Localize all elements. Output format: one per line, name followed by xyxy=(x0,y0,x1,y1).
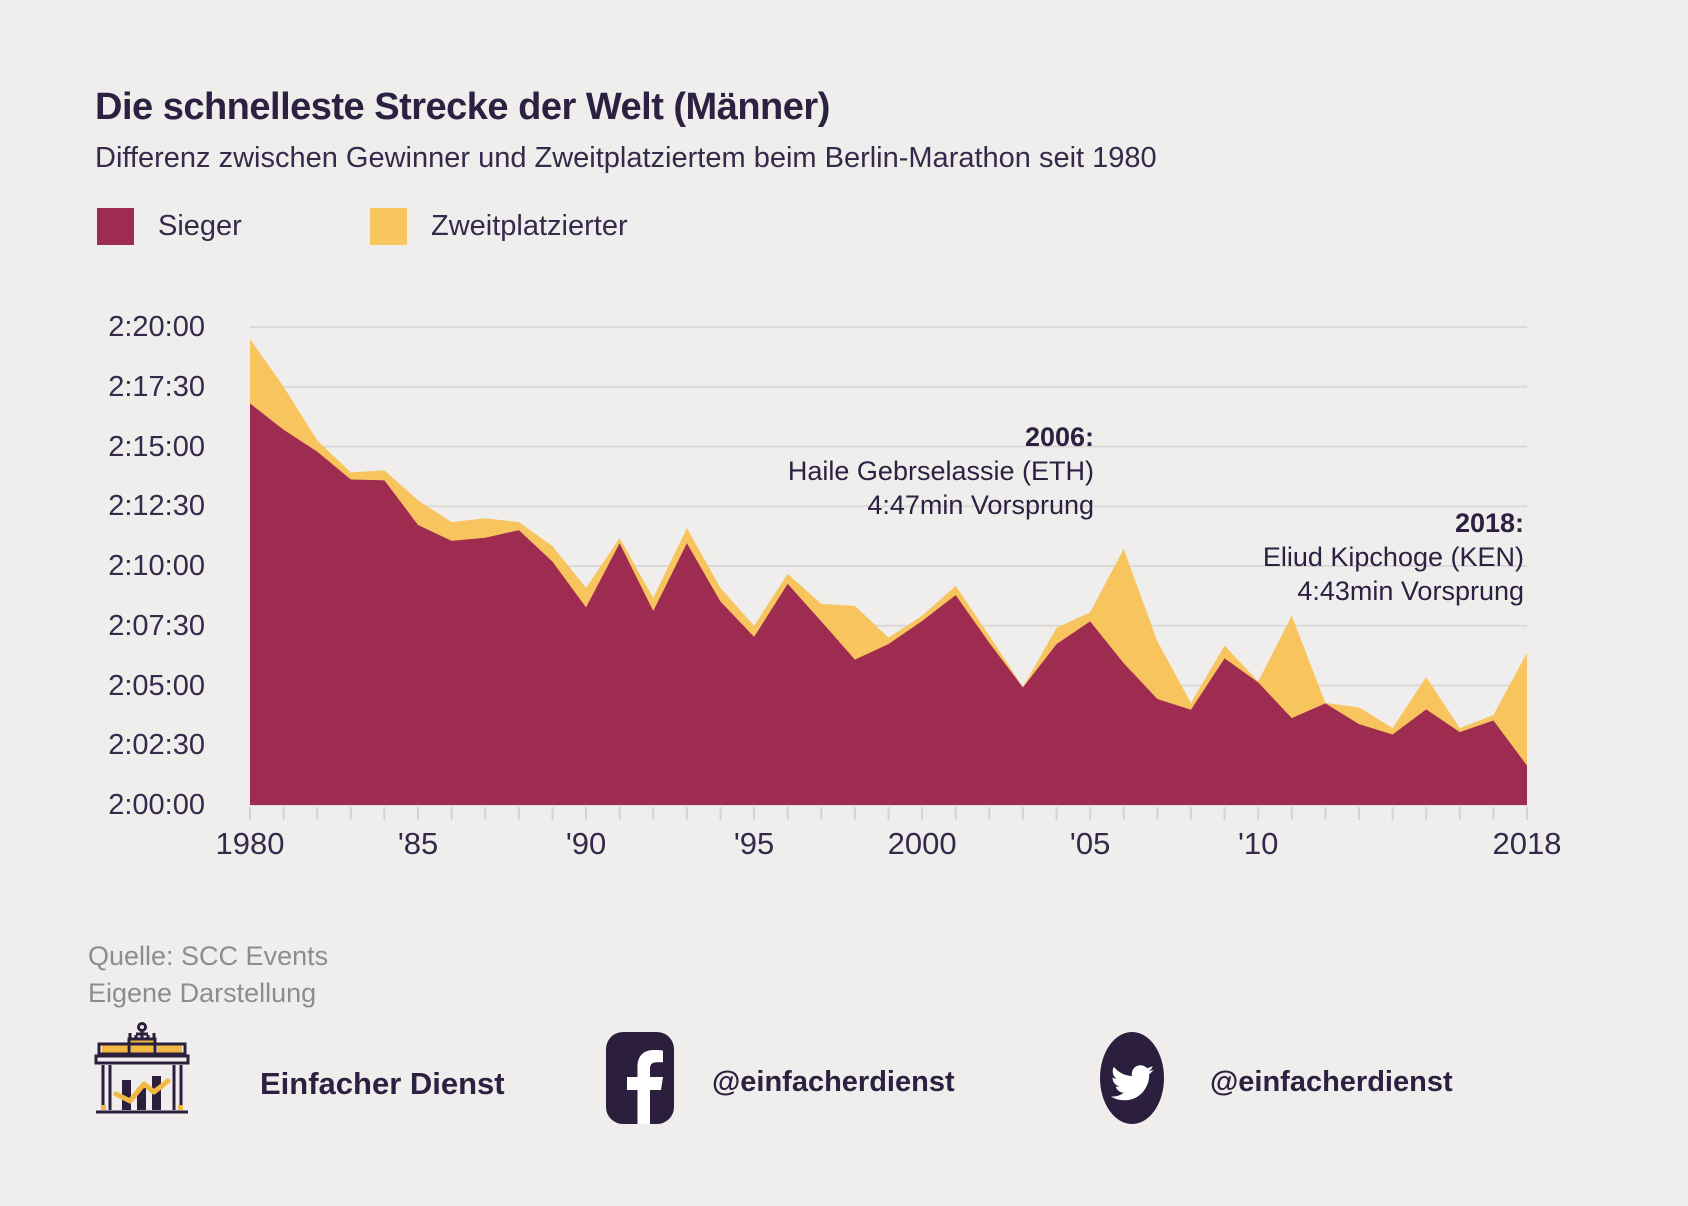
x-axis-label: '10 xyxy=(1237,826,1279,861)
x-axis-label: 2000 xyxy=(887,826,957,861)
y-axis-label: 2:02:30 xyxy=(108,729,205,762)
y-axis-label: 2:07:30 xyxy=(108,609,205,642)
source-note: Quelle: SCC Events Eigene Darstellung xyxy=(88,938,328,1012)
legend-swatch-zweitplatzierter xyxy=(370,208,407,245)
annotation-2018-gap: 4:43min Vorsprung xyxy=(1297,576,1524,606)
facebook-handle[interactable]: @einfacherdienst xyxy=(712,1066,955,1098)
twitter-icon[interactable] xyxy=(1100,1032,1164,1124)
x-axis-label: '95 xyxy=(733,826,775,861)
y-axis-label: 2:15:00 xyxy=(108,430,205,463)
y-axis-label: 2:12:30 xyxy=(108,490,205,523)
legend-item-sieger: Sieger xyxy=(97,208,242,245)
annotation-2018-athlete: Eliud Kipchoge (KEN) xyxy=(1262,542,1524,572)
annotation-2018: 2018: Eliud Kipchoge (KEN) 4:43min Vorsp… xyxy=(1263,506,1524,608)
legend-label-zweitplatzierter: Zweitplatzierter xyxy=(431,210,628,242)
area-sieger xyxy=(250,403,1527,805)
annotation-2006: 2006: Haile Gebrselassie (ETH) 4:47min V… xyxy=(788,420,1094,522)
x-axis-label: '05 xyxy=(1069,826,1111,861)
x-axis-label: '85 xyxy=(397,826,439,861)
x-axis-label: 2018 xyxy=(1492,826,1562,861)
y-axis-label: 2:05:00 xyxy=(108,669,205,702)
page-subtitle: Differenz zwischen Gewinner und Zweitpla… xyxy=(95,142,1157,174)
x-axis-label: 1980 xyxy=(215,826,285,861)
facebook-icon[interactable] xyxy=(606,1032,674,1124)
source-line2: Eigene Darstellung xyxy=(88,978,317,1008)
y-axis-label: 2:00:00 xyxy=(108,789,205,821)
annotation-2018-year: 2018: xyxy=(1454,508,1524,538)
x-axis-label: '90 xyxy=(565,826,607,861)
brand-name: Einfacher Dienst xyxy=(260,1066,505,1101)
y-axis-label: 2:17:30 xyxy=(108,370,205,403)
legend-swatch-sieger xyxy=(97,208,134,245)
page-title: Die schnelleste Strecke der Welt (Männer… xyxy=(95,86,830,128)
legend-item-zweitplatzierter: Zweitplatzierter xyxy=(370,208,628,245)
y-axis-label: 2:20:00 xyxy=(108,311,205,343)
annotation-2006-gap: 4:47min Vorsprung xyxy=(867,490,1094,520)
legend-label-sieger: Sieger xyxy=(158,210,242,242)
y-axis-label: 2:10:00 xyxy=(108,550,205,582)
annotation-2006-athlete: Haile Gebrselassie (ETH) xyxy=(787,456,1094,486)
annotation-2006-year: 2006: xyxy=(1024,422,1094,452)
twitter-handle[interactable]: @einfacherdienst xyxy=(1210,1066,1453,1098)
source-line1: Quelle: SCC Events xyxy=(88,941,329,971)
brandenburg-gate-logo-icon xyxy=(94,1022,190,1114)
